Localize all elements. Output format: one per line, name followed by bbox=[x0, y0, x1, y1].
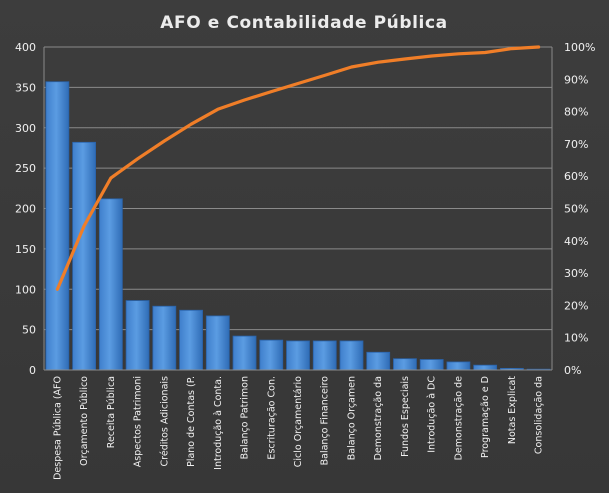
bar bbox=[45, 81, 70, 371]
bar bbox=[419, 359, 444, 371]
x-tick-label: Aspectos Patrimoni bbox=[133, 376, 144, 467]
y-tick-label: 400 bbox=[15, 41, 36, 54]
x-tick-label: Orçamento Público bbox=[79, 376, 90, 466]
bar bbox=[152, 305, 177, 371]
y2-tick-label: 30% bbox=[564, 267, 588, 280]
x-tick-label: Balanço Financeiro bbox=[320, 376, 331, 466]
x-tick-label: Fundos Especiais bbox=[400, 376, 411, 457]
y2-tick-label: 10% bbox=[564, 332, 588, 345]
chart-title: AFO e Contabilidade Pública bbox=[160, 13, 448, 33]
bar bbox=[286, 340, 310, 371]
x-tick-label: Demonstração da bbox=[373, 376, 384, 460]
y2-tick-label: 50% bbox=[564, 203, 588, 216]
y-tick-label: 250 bbox=[15, 162, 36, 175]
x-tick-label: Despesa Pública (AFO bbox=[52, 376, 63, 480]
y2-tick-label: 60% bbox=[564, 170, 588, 183]
x-tick-label: Créditos Adicionais bbox=[159, 376, 170, 467]
bar bbox=[232, 335, 257, 371]
bar-series bbox=[45, 81, 551, 371]
y-tick-label: 350 bbox=[15, 81, 36, 94]
y2-tick-label: 0% bbox=[564, 364, 581, 377]
x-tick-label: Programação e D bbox=[480, 376, 491, 458]
x-tick-label: Balanço Orçamen bbox=[347, 376, 358, 460]
bar bbox=[339, 340, 364, 371]
bar bbox=[98, 198, 123, 371]
bar bbox=[446, 361, 471, 371]
y2-tick-label: 80% bbox=[564, 106, 588, 119]
x-tick-label: Notas Explicat bbox=[507, 376, 518, 444]
x-tick-label: Demonstração de bbox=[453, 376, 464, 461]
y-tick-label: 200 bbox=[15, 203, 36, 216]
y2-tick-label: 70% bbox=[564, 138, 588, 151]
y-tick-label: 100 bbox=[15, 283, 36, 296]
bar bbox=[473, 364, 498, 371]
x-axis: Despesa Pública (AFO Orçamento Público Rec… bbox=[44, 369, 552, 480]
bar bbox=[125, 300, 150, 371]
x-tick-label: Plano de Contas (P. bbox=[186, 376, 197, 467]
y-tick-label: 150 bbox=[15, 243, 36, 256]
x-tick-label: Ciclo Orçamentário bbox=[293, 376, 304, 467]
x-tick-label: Escrituração Con. bbox=[266, 376, 277, 460]
bar bbox=[312, 340, 337, 371]
x-tick-label: Receita Pública bbox=[106, 376, 117, 448]
y-tick-label: 0 bbox=[29, 364, 36, 377]
bar bbox=[259, 339, 284, 371]
y-axis-left: 0 50 100 150 200 250 300 350 400 bbox=[15, 41, 45, 377]
bar bbox=[179, 309, 203, 371]
bar bbox=[205, 315, 230, 371]
y2-tick-label: 20% bbox=[564, 299, 588, 312]
x-tick-label: Consolidação da bbox=[534, 376, 545, 454]
y-tick-label: 300 bbox=[15, 122, 36, 135]
cumulative-line-series bbox=[55, 45, 541, 291]
x-tick-label: Balanço Patrimon bbox=[240, 376, 251, 459]
y2-tick-label: 90% bbox=[564, 73, 588, 86]
y-axis-right: 0% 10% 20% 30% 40% 50% 60% 70% 80% 90% 100% bbox=[551, 41, 595, 377]
y2-tick-label: 100% bbox=[564, 41, 595, 54]
bar bbox=[366, 351, 391, 371]
y2-tick-label: 40% bbox=[564, 235, 588, 248]
y-tick-label: 50 bbox=[22, 324, 36, 337]
x-tick-label: Introdução à Conta. bbox=[213, 376, 224, 470]
bar bbox=[393, 358, 417, 371]
x-tick-label: Introdução à DC bbox=[427, 376, 438, 453]
bar bbox=[72, 141, 97, 371]
